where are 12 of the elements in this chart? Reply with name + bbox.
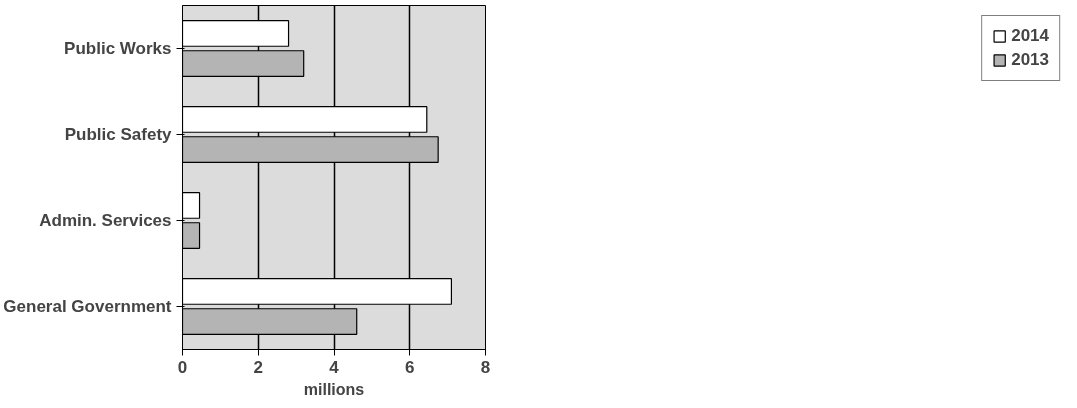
x-tick-label: 2 [253,357,263,377]
x-tick-label: 6 [405,357,415,377]
x-tick-label: 4 [329,357,340,377]
y-tick-label: General Government [3,297,172,316]
y-tick-label: Admin. Services [39,211,172,230]
legend-label: 2013 [1011,50,1049,70]
legend-label: 2014 [1011,26,1049,46]
y-tick-label: Public Works [64,39,172,58]
x-tick-label: 0 [177,357,188,377]
x-tick-label: 8 [480,357,491,377]
y-tick-label: Public Safety [64,125,173,144]
x-axis-title: millions [303,380,365,398]
